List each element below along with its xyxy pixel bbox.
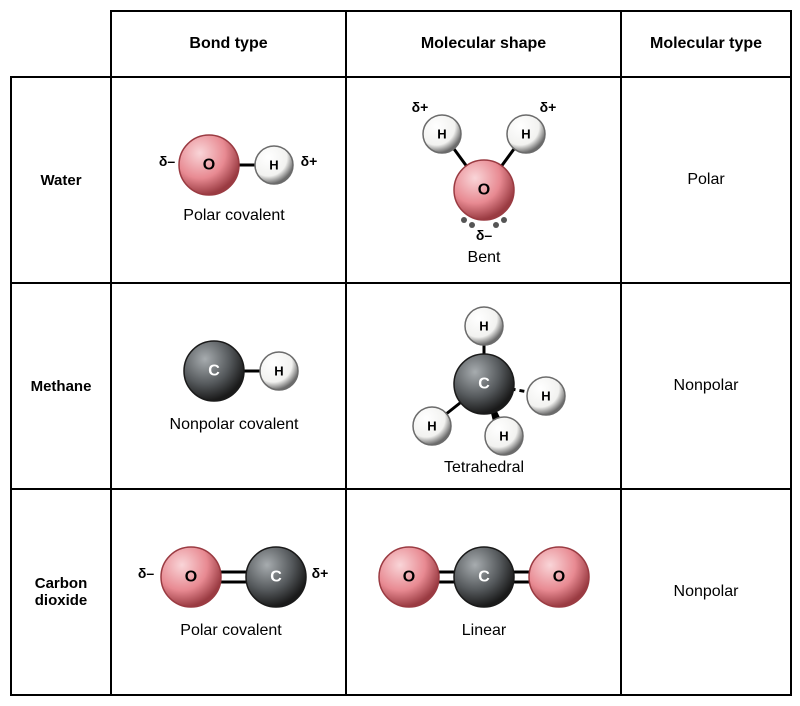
water-bond-cell: O H δ– δ+ Polar covalent [111, 77, 346, 283]
header-shape: Molecular shape [346, 11, 621, 77]
svg-text:δ+: δ+ [539, 99, 556, 115]
methane-mtype: Nonpolar [621, 283, 791, 489]
svg-text:H: H [521, 127, 530, 142]
co2-bond-cell: O C δ– δ+ Polar covalent [111, 489, 346, 695]
co2-shape-diagram: O C O Linear [354, 517, 614, 667]
svg-text:C: C [270, 569, 282, 586]
svg-text:O: O [185, 569, 197, 586]
co2-mtype: Nonpolar [621, 489, 791, 695]
svg-text:H: H [541, 388, 550, 403]
svg-text:C: C [208, 363, 220, 380]
svg-text:O: O [477, 182, 489, 199]
water-shape-cell: O H H δ+ δ+ δ– Bent [346, 77, 621, 283]
svg-text:H: H [437, 127, 446, 142]
svg-text:δ–: δ– [158, 153, 174, 169]
methane-bond-cell: C H Nonpolar covalent [111, 283, 346, 489]
methane-bond-diagram: C H Nonpolar covalent [119, 311, 339, 461]
svg-text:δ+: δ+ [300, 153, 317, 169]
svg-text:Linear: Linear [461, 622, 506, 639]
svg-text:δ+: δ+ [411, 99, 428, 115]
svg-text:C: C [478, 375, 490, 392]
water-shape-diagram: O H H δ+ δ+ δ– Bent [354, 90, 614, 270]
molecule-table: Bond type Molecular shape Molecular type… [10, 10, 792, 696]
svg-text:H: H [499, 428, 508, 443]
row-label-water: Water [11, 77, 111, 283]
svg-text:δ–: δ– [138, 565, 154, 581]
svg-text:O: O [552, 569, 564, 586]
row-label-methane: Methane [11, 283, 111, 489]
water-mtype: Polar [621, 77, 791, 283]
svg-text:H: H [427, 418, 436, 433]
methane-shape-diagram: C H H H H Tetrahedral [354, 294, 614, 479]
co2-bond-diagram: O C δ– δ+ Polar covalent [116, 517, 341, 667]
corner-cell [11, 11, 111, 77]
svg-text:O: O [202, 157, 214, 174]
svg-text:H: H [479, 318, 488, 333]
svg-text:Bent: Bent [467, 249, 500, 266]
water-bond-diagram: O H δ– δ+ Polar covalent [119, 110, 339, 250]
methane-shape-cell: C H H H H Tetrahedral [346, 283, 621, 489]
svg-text:δ–: δ– [475, 227, 491, 243]
svg-text:H: H [274, 364, 283, 379]
co2-shape-cell: O C O Linear [346, 489, 621, 695]
svg-text:Polar covalent: Polar covalent [180, 622, 282, 639]
svg-text:O: O [402, 569, 414, 586]
row-label-co2: Carbon dioxide [11, 489, 111, 695]
svg-text:Polar covalent: Polar covalent [183, 207, 285, 224]
header-bond: Bond type [111, 11, 346, 77]
svg-text:Tetrahedral: Tetrahedral [443, 459, 523, 476]
svg-text:Nonpolar covalent: Nonpolar covalent [169, 416, 299, 433]
header-mtype: Molecular type [621, 11, 791, 77]
svg-text:C: C [478, 569, 490, 586]
svg-text:δ+: δ+ [312, 565, 329, 581]
svg-text:H: H [269, 158, 278, 173]
